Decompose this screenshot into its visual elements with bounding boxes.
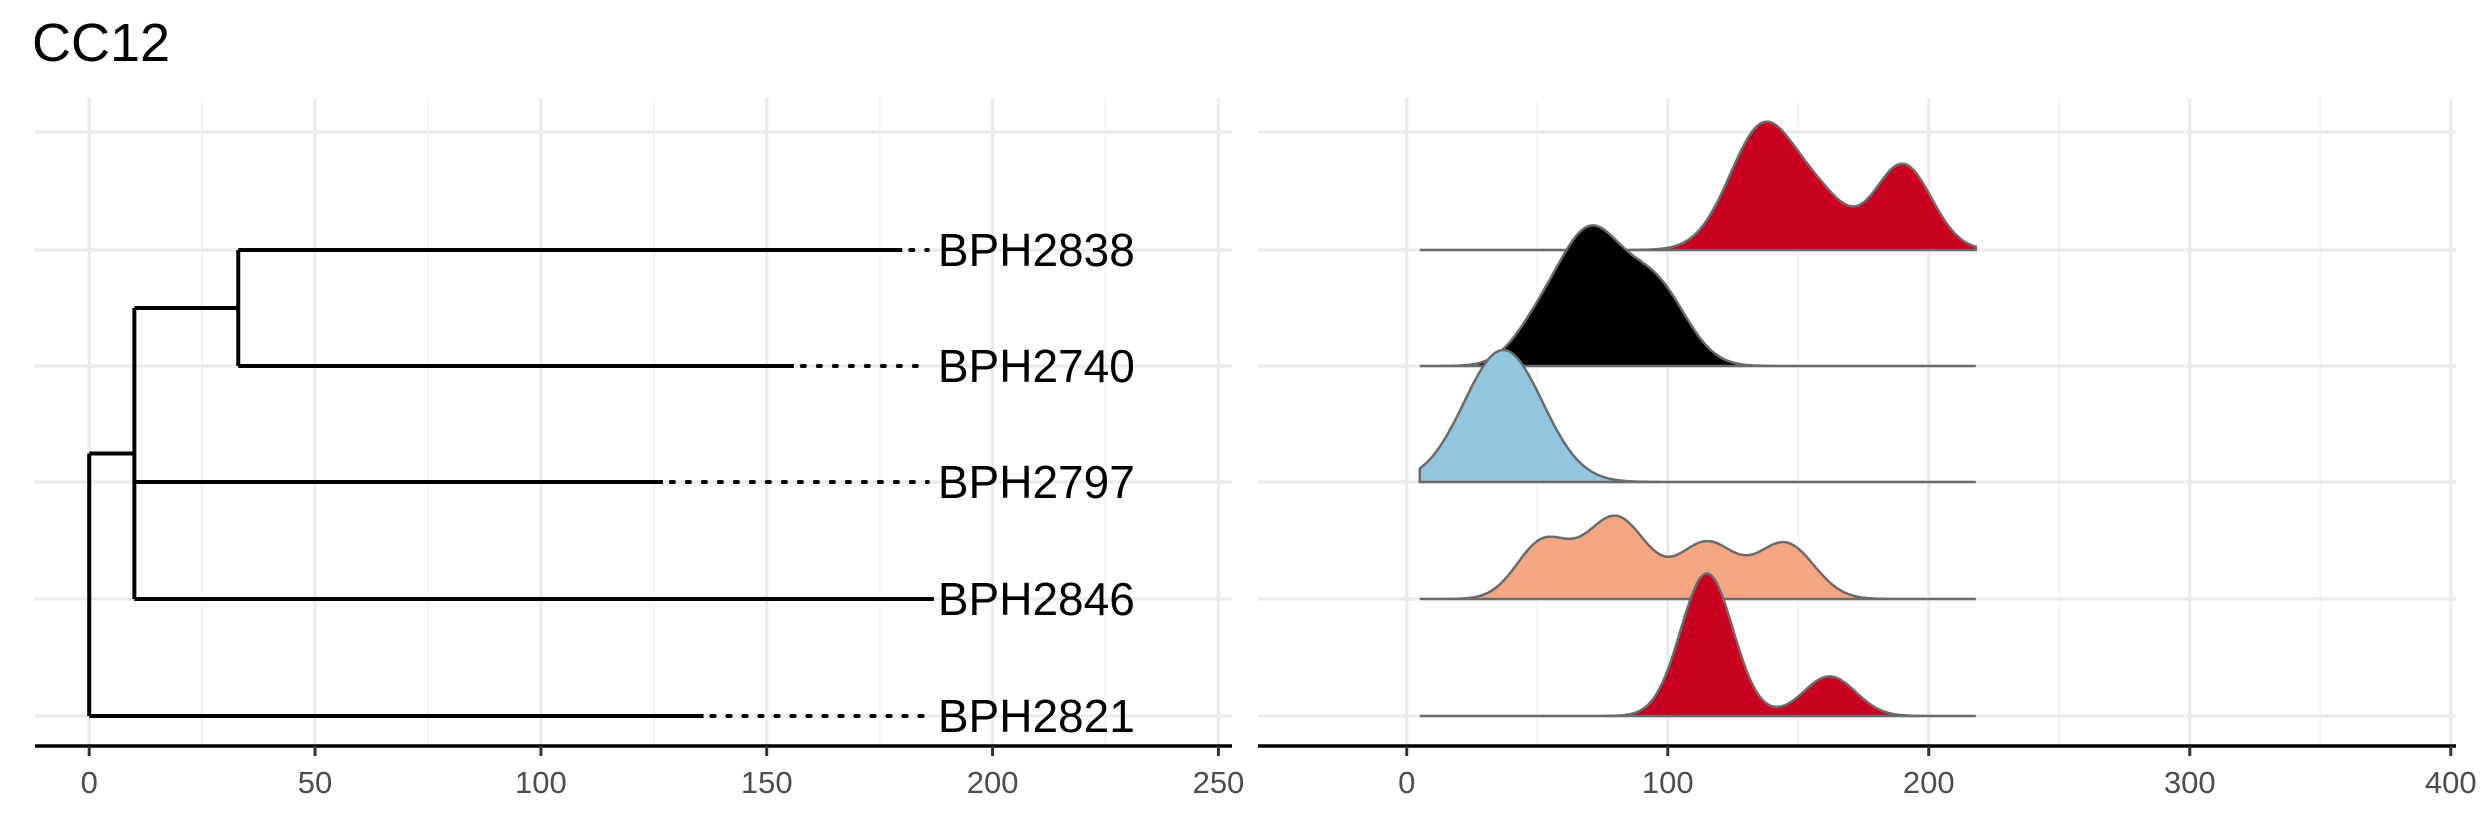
ridgeline-grid	[1258, 98, 2456, 745]
x-tick-label: 0	[81, 765, 98, 800]
density-ridge-BPH2846	[1419, 514, 1976, 601]
tip-label-BPH2797: BPH2797	[938, 456, 1135, 508]
dendrogram-panel: BPH2838 BPH2740 BPH2797 BPH2846 BPH2821 0 50 1…	[35, 98, 1244, 800]
density-ridge-BPH2821	[1419, 572, 1976, 718]
dendrogram-branches	[87, 248, 934, 718]
ridgeline-panel: 0 100 200 300 400	[1258, 98, 2477, 800]
x-tick-label: 0	[1398, 765, 1415, 800]
density-ridge-BPH2797	[1418, 348, 1976, 484]
tip-label-BPH2838: BPH2838	[938, 224, 1135, 276]
x-tick-label: 100	[515, 765, 567, 800]
x-tick-label: 50	[298, 765, 332, 800]
x-tick-label: 250	[1193, 765, 1245, 800]
chart-title: CC12	[32, 13, 171, 73]
density-ridge-BPH2740	[1419, 224, 1976, 368]
x-tick-label: 300	[2164, 765, 2216, 800]
x-tick-label: 200	[1903, 765, 1955, 800]
ridgeline-densities	[1418, 120, 1978, 718]
tip-label-BPH2846: BPH2846	[938, 573, 1135, 625]
x-tick-label: 100	[1642, 765, 1694, 800]
tip-label-BPH2740: BPH2740	[938, 340, 1135, 392]
density-ridge-BPH2838	[1419, 120, 1978, 252]
x-tick-label: 150	[741, 765, 793, 800]
dendrogram-grid	[35, 98, 1232, 745]
x-tick-label: 400	[2425, 765, 2477, 800]
dendrogram-tip-labels: BPH2838 BPH2740 BPH2797 BPH2846 BPH2821	[668, 224, 1135, 742]
ridgeline-x-axis: 0 100 200 300 400	[1258, 744, 2477, 800]
tip-label-BPH2821: BPH2821	[938, 690, 1135, 742]
x-tick-label: 200	[967, 765, 1019, 800]
dendrogram-x-axis: 0 50 100 150 200 250	[35, 744, 1245, 800]
